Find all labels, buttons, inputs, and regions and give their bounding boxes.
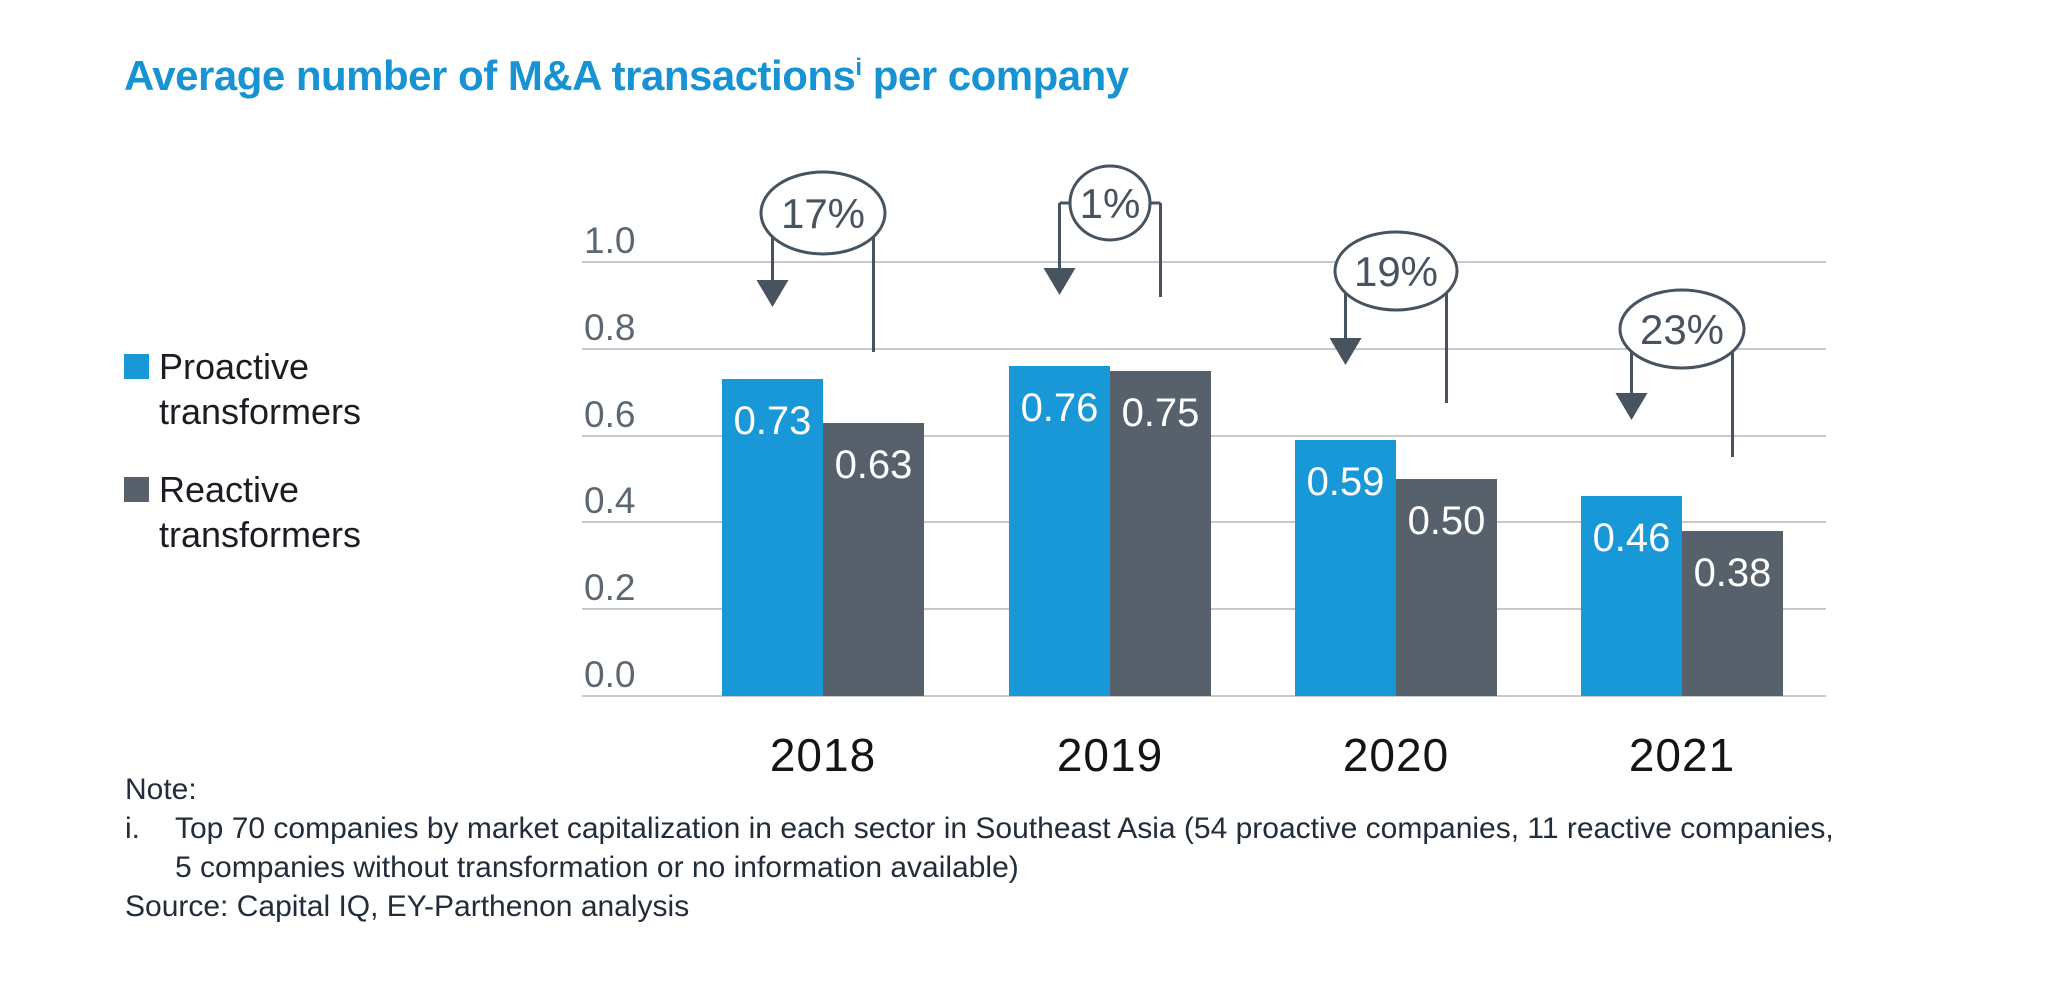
bar-proactive-2021: 0.46	[1581, 496, 1682, 696]
legend-entry-reactive: Reactive transformers	[124, 467, 429, 557]
y-tick-label-0.0: 0.0	[584, 654, 636, 695]
annotation-ellipse-2018	[759, 170, 887, 256]
source-text: Source: Capital IQ, EY-Parthenon analysi…	[125, 890, 690, 923]
gridline-0.8	[582, 347, 1826, 350]
x-tick-label-2018: 2018	[769, 729, 877, 781]
bar-reactive-2018: 0.63	[823, 422, 924, 696]
annotation-label-2019: 1%	[1080, 180, 1141, 227]
footnote-text-2: 5 companies without transformation or no…	[175, 851, 1019, 884]
annotation-label-2021: 23%	[1640, 306, 1724, 353]
bar-value-label: 0.50	[1407, 499, 1486, 543]
y-tick-label-0.8: 0.8	[584, 306, 636, 348]
source-line: Source: Capital IQ, EY-Parthenon analysi…	[125, 887, 1985, 926]
reactive-swatch-icon	[124, 477, 149, 502]
annotation-label-2020: 19%	[1354, 248, 1438, 295]
footnote-text-1: Top 70 companies by market capitalizatio…	[175, 812, 1834, 845]
arrow-down-icon	[1615, 393, 1648, 420]
footnote-line-2: 5 companies without transformation or no…	[125, 848, 1985, 887]
annotation-ellipse-2021	[1618, 288, 1746, 370]
gridline-1.0	[582, 261, 1826, 263]
x-tick-label-2019: 2019	[1056, 729, 1164, 781]
bar-value-label: 0.73	[733, 399, 812, 444]
legend: Proactive transformers Reactive transfor…	[124, 344, 429, 557]
legend-label-proactive: Proactive transformers	[159, 346, 362, 432]
y-tick-label-0.6: 0.6	[584, 393, 636, 435]
arrow-down-icon	[1043, 268, 1076, 295]
bar-reactive-2021: 0.38	[1682, 531, 1783, 696]
bar-value-label: 0.46	[1592, 516, 1671, 561]
bar-reactive-2020: 0.50	[1396, 479, 1497, 696]
bar-value-label: 0.75	[1121, 390, 1200, 435]
bar-value-label: 0.38	[1693, 551, 1772, 596]
x-tick-label-2021: 2021	[1628, 729, 1736, 781]
annotation-ellipse-2020	[1333, 230, 1459, 312]
note-heading: Note:	[125, 770, 1985, 809]
page-title: Average number of M&A transactionsi per …	[124, 52, 1129, 100]
arrow-down-icon	[756, 280, 789, 307]
proactive-swatch-icon	[124, 354, 149, 379]
bar-value-label: 0.59	[1306, 459, 1385, 504]
bar-proactive-2019: 0.76	[1009, 366, 1110, 696]
annotation-ellipse-2019	[1068, 164, 1152, 242]
note-label: Note:	[125, 773, 197, 806]
title-footnote-marker: i	[855, 54, 862, 81]
y-tick-label-0.4: 0.4	[584, 480, 636, 522]
footnote-indent	[125, 848, 175, 887]
legend-entry-proactive: Proactive transformers	[124, 344, 429, 434]
gridline-0.0	[582, 695, 1826, 697]
footnote-marker: i.	[125, 812, 140, 845]
legend-label-reactive: Reactive transformers	[159, 469, 362, 555]
bar-proactive-2018: 0.73	[722, 379, 823, 696]
bar-reactive-2019: 0.75	[1110, 370, 1211, 696]
bar-proactive-2020: 0.59	[1295, 439, 1396, 696]
annotation-label-2018: 17%	[781, 190, 865, 237]
arrow-down-icon	[1329, 338, 1362, 365]
footnote-line-1: i. Top 70 companies by market capitaliza…	[125, 809, 1985, 848]
x-tick-label-2020: 2020	[1342, 729, 1450, 781]
bar-value-label: 0.76	[1020, 386, 1099, 431]
bar-value-label: 0.63	[834, 442, 913, 487]
notes-block: Note: i. Top 70 companies by market capi…	[125, 770, 1985, 926]
y-tick-label-1.0: 1.0	[584, 220, 636, 261]
title-text: Average number of M&A transactions	[124, 52, 856, 99]
title-suffix: per company	[861, 52, 1129, 99]
y-tick-label-0.2: 0.2	[584, 567, 636, 609]
